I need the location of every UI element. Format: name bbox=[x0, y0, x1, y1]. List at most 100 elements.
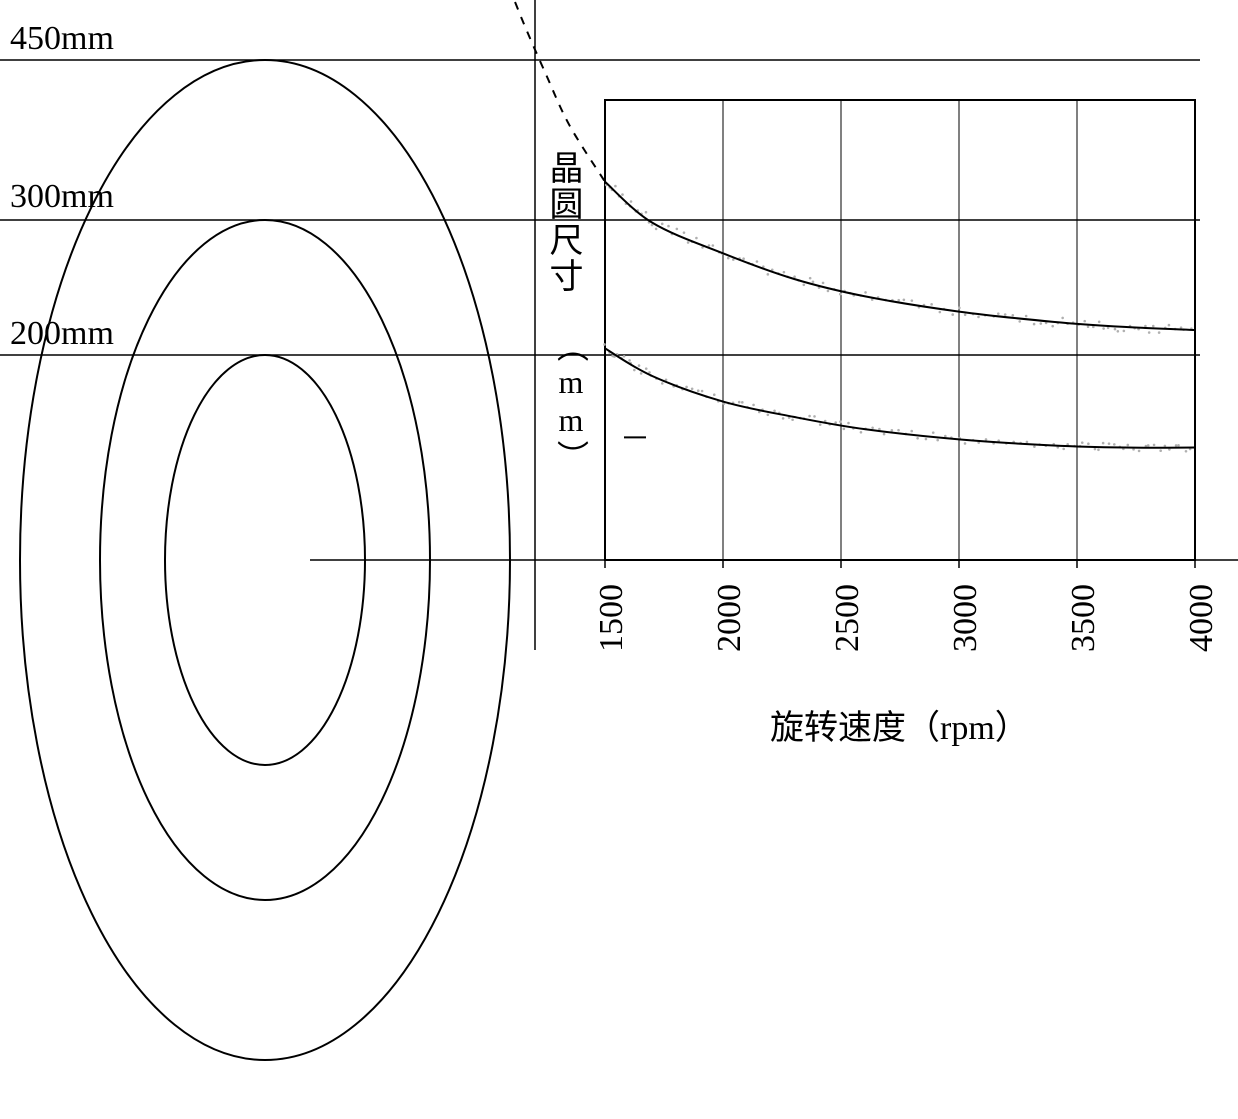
scatter-upper bbox=[676, 228, 679, 231]
scatter-lower bbox=[640, 372, 643, 375]
scatter-upper bbox=[864, 291, 867, 294]
scatter-upper bbox=[1083, 320, 1086, 323]
scatter-lower bbox=[741, 401, 744, 404]
scatter-upper bbox=[822, 282, 825, 285]
scatter-upper bbox=[1158, 331, 1161, 334]
scatter-lower bbox=[685, 386, 688, 389]
scatter-lower bbox=[791, 418, 794, 421]
scatter-lower bbox=[860, 431, 863, 434]
scatter-lower bbox=[1159, 449, 1162, 452]
scatter-lower bbox=[1175, 444, 1178, 447]
scatter-lower bbox=[1108, 442, 1111, 445]
scatter-upper bbox=[977, 316, 980, 319]
chart-border bbox=[605, 100, 1195, 560]
x-tick-4: 3500 bbox=[1065, 584, 1103, 652]
scatter-lower bbox=[623, 355, 626, 358]
scatter-upper bbox=[1168, 324, 1171, 327]
y-axis-title: 晶圆尺寸 bbox=[538, 150, 587, 294]
scatter-lower bbox=[883, 433, 886, 436]
scatter-upper bbox=[812, 281, 815, 284]
scatter-lower bbox=[713, 393, 716, 396]
scatter-lower bbox=[819, 423, 822, 426]
scatter-lower bbox=[985, 438, 988, 441]
scatter-upper bbox=[661, 223, 664, 226]
scatter-lower bbox=[808, 415, 811, 418]
scatter-upper bbox=[655, 228, 658, 231]
scatter-lower bbox=[847, 422, 850, 425]
scatter-lower bbox=[871, 426, 874, 429]
scatter-lower bbox=[1153, 444, 1156, 447]
x-tick-5: 4000 bbox=[1183, 584, 1221, 652]
scatter-upper bbox=[1033, 323, 1036, 326]
scatter-lower bbox=[1081, 441, 1084, 444]
scatter-upper bbox=[614, 185, 617, 188]
scatter-lower bbox=[1147, 444, 1150, 447]
scatter-upper bbox=[683, 231, 686, 234]
scatter-lower bbox=[645, 367, 648, 370]
scatter-lower bbox=[843, 428, 846, 431]
x-tick-3: 3000 bbox=[947, 584, 985, 652]
scatter-lower bbox=[628, 359, 631, 362]
scatter-upper bbox=[939, 311, 942, 314]
scatter-lower bbox=[1062, 448, 1065, 451]
scatter-upper bbox=[958, 307, 961, 310]
scatter-lower bbox=[1094, 448, 1097, 451]
scatter-lower bbox=[897, 429, 900, 432]
figure-canvas bbox=[0, 0, 1238, 1119]
scatter-upper bbox=[756, 260, 759, 263]
scatter-lower bbox=[1138, 450, 1141, 453]
scatter-lower bbox=[932, 431, 935, 434]
scatter-upper bbox=[645, 211, 648, 214]
scatter-lower bbox=[1097, 448, 1100, 451]
scatter-upper bbox=[793, 275, 796, 278]
scatter-lower bbox=[661, 382, 664, 385]
scatter-upper bbox=[839, 293, 842, 296]
scatter-upper bbox=[897, 299, 900, 302]
scatter-lower bbox=[1033, 445, 1036, 448]
y-dim-450: 450mm bbox=[10, 20, 114, 58]
scatter-lower bbox=[1087, 442, 1090, 445]
scatter-upper bbox=[803, 283, 806, 286]
scatter-lower bbox=[691, 387, 694, 390]
scatter-lower bbox=[701, 390, 704, 393]
scatter-upper bbox=[1025, 315, 1028, 318]
scatter-upper bbox=[1011, 314, 1014, 317]
y-dim-200: 200mm bbox=[10, 315, 114, 353]
scatter-upper bbox=[1018, 320, 1021, 323]
x-tick-1: 2000 bbox=[711, 584, 749, 652]
scatter-upper bbox=[951, 313, 954, 316]
scatter-upper bbox=[630, 200, 633, 203]
fit-curve-lower bbox=[605, 348, 1195, 447]
scatter-lower bbox=[1026, 441, 1029, 444]
scatter-upper bbox=[1061, 317, 1064, 320]
scatter-lower bbox=[1113, 443, 1116, 446]
scatter-lower bbox=[964, 442, 967, 445]
scatter-upper bbox=[727, 257, 730, 260]
scatter-lower bbox=[773, 410, 776, 413]
scatter-lower bbox=[813, 415, 816, 418]
scatter-upper bbox=[667, 225, 670, 228]
scatter-upper bbox=[1123, 330, 1126, 333]
scatter-lower bbox=[1126, 444, 1129, 447]
x-tick-2: 2500 bbox=[829, 584, 867, 652]
scatter-upper bbox=[997, 312, 1000, 315]
scatter-lower bbox=[936, 439, 939, 442]
scatter-lower bbox=[910, 430, 913, 433]
scatter-lower bbox=[767, 413, 770, 416]
scatter-upper bbox=[783, 271, 786, 274]
scatter-lower bbox=[891, 429, 894, 432]
scatter-lower bbox=[697, 389, 700, 392]
scatter-lower bbox=[1102, 442, 1105, 445]
scatter-upper bbox=[964, 313, 967, 316]
scatter-upper bbox=[767, 273, 770, 276]
scatter-lower bbox=[638, 364, 641, 367]
scatter-upper bbox=[930, 303, 933, 306]
x-axis-title: 旋转速度（rpm） bbox=[770, 700, 1029, 749]
y-axis-unit: （mm） bbox=[548, 330, 594, 474]
scatter-lower bbox=[916, 437, 919, 440]
scatter-lower bbox=[1177, 444, 1180, 447]
scatter-upper bbox=[911, 299, 914, 302]
scatter-upper bbox=[621, 193, 624, 196]
scatter-upper bbox=[1098, 321, 1101, 324]
scatter-upper bbox=[1102, 327, 1105, 330]
